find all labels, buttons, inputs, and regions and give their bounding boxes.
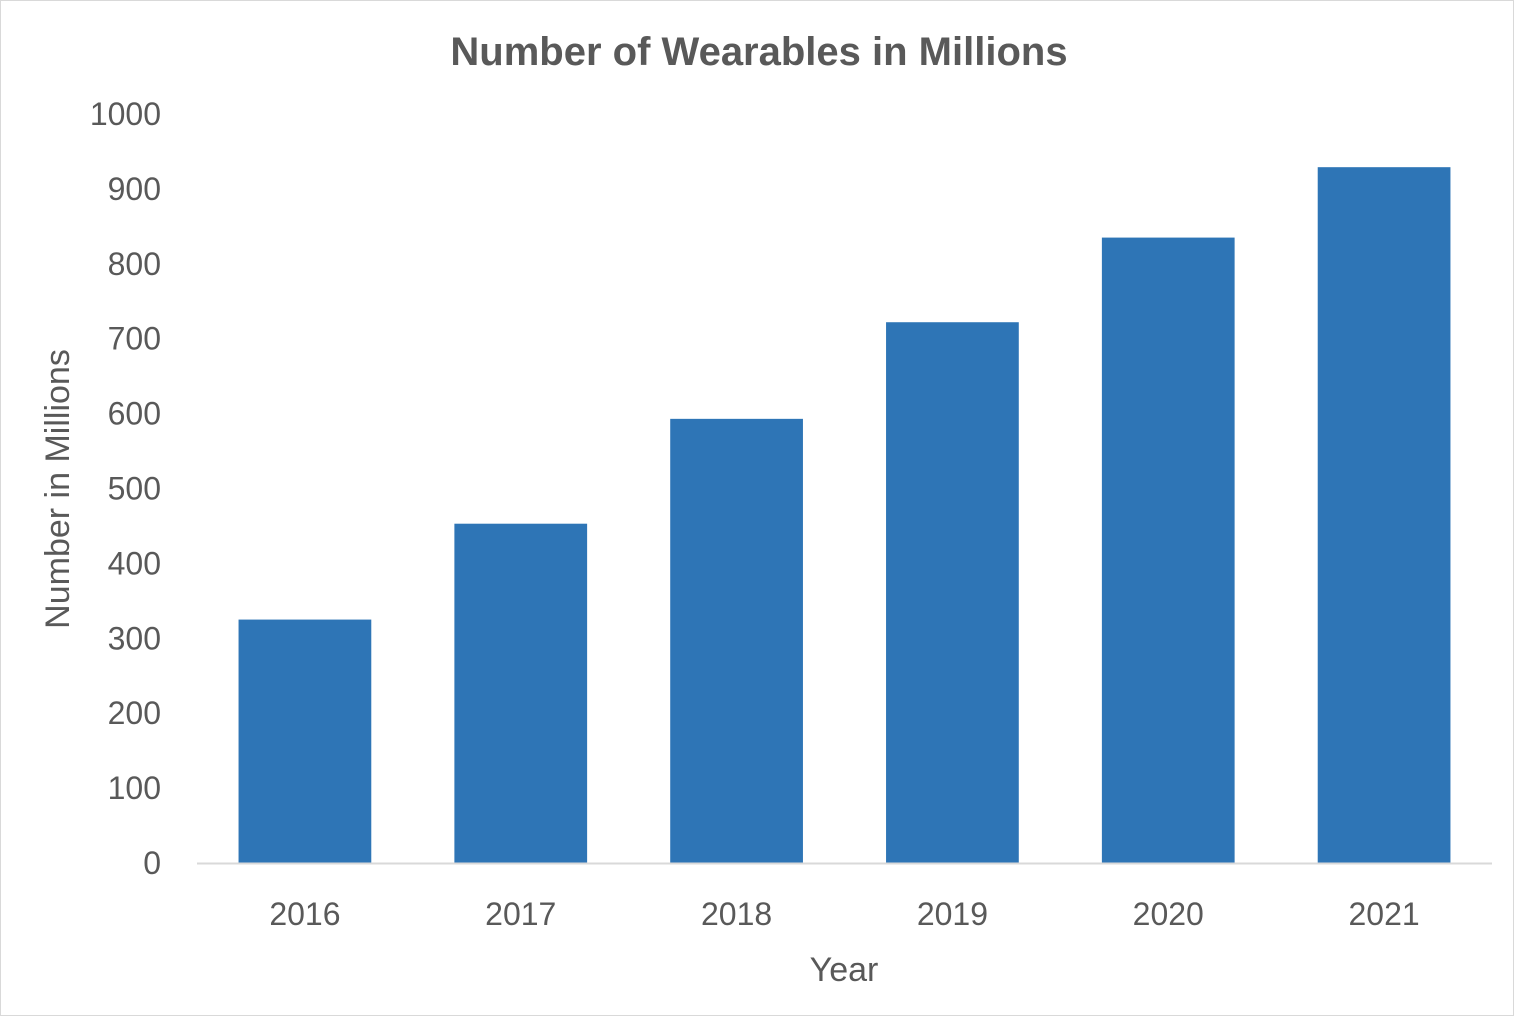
x-axis-title: Year (810, 951, 879, 989)
y-tick-label: 700 (108, 321, 161, 357)
y-tick-label: 400 (108, 545, 161, 581)
x-tick-label: 2021 (1348, 896, 1419, 932)
bar-2018 (670, 418, 803, 863)
y-tick-label: 1000 (90, 96, 161, 132)
y-tick-label: 500 (108, 471, 161, 507)
y-axis-ticks: 0 100 200 300 400 500 600 700 800 900 1000 (90, 96, 161, 881)
chart-title: Number of Wearables in Millions (450, 30, 1067, 74)
x-tick-label: 2018 (701, 896, 772, 932)
y-axis-title: Number in Millions (39, 349, 77, 629)
x-tick-label: 2020 (1133, 896, 1204, 932)
y-tick-label: 800 (108, 246, 161, 282)
x-tick-label: 2017 (485, 896, 556, 932)
y-tick-label: 300 (108, 620, 161, 656)
y-tick-label: 600 (108, 396, 161, 432)
bars (238, 167, 1451, 863)
y-tick-label: 100 (108, 770, 161, 806)
x-axis-ticks: 2016 2017 2018 2019 2020 2021 (269, 896, 1419, 932)
bar-2019 (886, 322, 1019, 863)
bar-2016 (238, 619, 372, 863)
y-tick-label: 0 (143, 845, 161, 881)
y-tick-label: 900 (108, 171, 161, 207)
y-tick-label: 200 (108, 695, 161, 731)
bar-2021 (1317, 167, 1451, 863)
x-tick-label: 2019 (917, 896, 988, 932)
x-tick-label: 2016 (269, 896, 340, 932)
bar-2017 (454, 523, 588, 863)
bar-2020 (1101, 237, 1235, 863)
